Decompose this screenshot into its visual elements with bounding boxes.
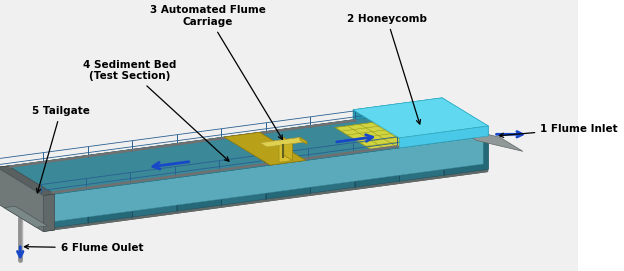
Polygon shape (43, 169, 488, 232)
Polygon shape (0, 167, 43, 232)
Text: 1 Flume Inlet: 1 Flume Inlet (499, 124, 618, 137)
Polygon shape (399, 142, 444, 181)
Polygon shape (34, 164, 488, 229)
Polygon shape (283, 137, 293, 160)
Polygon shape (39, 133, 488, 196)
Polygon shape (222, 166, 266, 205)
Polygon shape (43, 190, 88, 229)
Polygon shape (399, 126, 488, 148)
Polygon shape (34, 166, 488, 232)
Text: 5 Tailgate: 5 Tailgate (32, 106, 90, 193)
Polygon shape (260, 137, 307, 147)
Polygon shape (444, 136, 488, 175)
Polygon shape (49, 135, 483, 222)
Polygon shape (355, 148, 399, 187)
Polygon shape (4, 206, 47, 227)
Polygon shape (177, 172, 222, 211)
Polygon shape (43, 194, 54, 232)
Polygon shape (335, 112, 483, 150)
Polygon shape (0, 166, 54, 196)
Polygon shape (12, 112, 483, 193)
Polygon shape (88, 184, 132, 223)
Polygon shape (442, 98, 488, 136)
Text: 2 Honeycomb: 2 Honeycomb (347, 14, 427, 124)
Polygon shape (0, 166, 8, 204)
Polygon shape (43, 136, 488, 229)
Polygon shape (0, 0, 578, 271)
Polygon shape (132, 178, 177, 217)
Text: 3 Automated Flume
Carriage: 3 Automated Flume Carriage (150, 5, 283, 139)
Polygon shape (279, 143, 293, 162)
Polygon shape (310, 154, 355, 193)
Polygon shape (300, 137, 307, 144)
Polygon shape (12, 171, 49, 222)
Polygon shape (266, 160, 310, 199)
Polygon shape (0, 202, 54, 232)
Polygon shape (353, 98, 442, 120)
Polygon shape (0, 108, 442, 201)
Text: 4 Sediment Bed
(Test Section): 4 Sediment Bed (Test Section) (84, 60, 229, 161)
Polygon shape (224, 132, 306, 165)
Text: 6 Flume Oulet: 6 Flume Oulet (24, 243, 143, 253)
Polygon shape (0, 108, 488, 196)
Polygon shape (454, 126, 523, 151)
Polygon shape (353, 98, 488, 138)
